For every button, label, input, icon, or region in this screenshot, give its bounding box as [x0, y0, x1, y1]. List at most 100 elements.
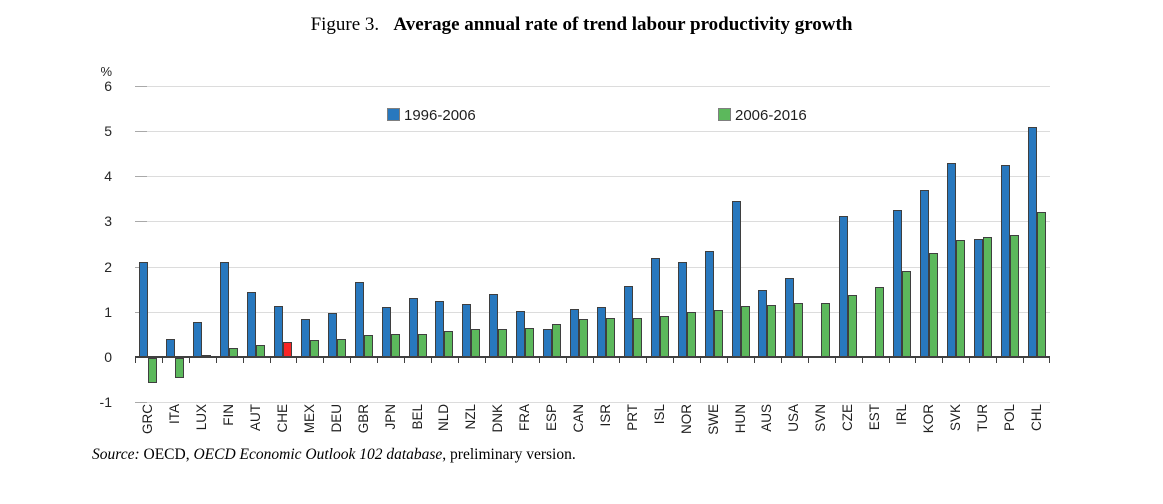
bar-ITA-2006-2016: [175, 358, 185, 379]
bar-IRL-2006-2016: [901, 271, 911, 357]
x-axis-tick: [700, 358, 702, 363]
figure-title: Figure 3. Average annual rate of trend l…: [0, 14, 1163, 36]
bar-NLD-1996-2006: [435, 300, 445, 357]
bar-HUN-1996-2006: [731, 201, 741, 357]
x-axis-label-CZE: CZE: [840, 404, 856, 431]
x-axis-tick: [888, 358, 890, 363]
bar-BEL-2006-2016: [417, 333, 427, 357]
bar-LUX-1996-2006: [193, 321, 203, 357]
x-axis-tick: [269, 358, 271, 363]
x-axis-label-ISL: ISL: [651, 404, 667, 425]
bar-DEU-2006-2016: [336, 339, 346, 357]
chart: % 6 5 4 3 2 1 0 -1 GRC ITA LUX FIN AUT CHE MEX DEU GBR J…: [99, 64, 1050, 435]
bar-ISR-1996-2006: [596, 307, 606, 357]
x-axis-line: [135, 356, 1050, 358]
x-axis-tick: [350, 358, 352, 363]
bar-ESP-1996-2006: [543, 329, 553, 357]
figure-number: Figure 3.: [310, 14, 380, 35]
x-axis-tick: [161, 358, 163, 363]
bar-KOR-1996-2006: [919, 189, 929, 357]
y-axis-tick-label: 6: [104, 77, 112, 94]
x-axis-tick: [807, 358, 809, 363]
gridline: [135, 131, 1050, 133]
bar-ESP-2006-2016: [552, 324, 562, 357]
x-axis-tick: [377, 358, 379, 363]
bar-SWE-2006-2016: [713, 310, 723, 357]
bar-FRA-2006-2016: [525, 327, 535, 357]
bar-ITA-1996-2006: [166, 338, 176, 357]
x-axis-tick: [511, 358, 513, 363]
x-axis-label-PRT: PRT: [624, 404, 640, 431]
x-axis-label-SVN: SVN: [813, 404, 829, 432]
plot-area: [135, 85, 1050, 404]
bar-DNK-2006-2016: [498, 328, 508, 357]
bar-TUR-1996-2006: [973, 238, 983, 357]
bar-EST-2006-2016: [875, 287, 885, 357]
y-axis-tick-label: 0: [104, 349, 112, 365]
source-label: Source:: [92, 446, 140, 463]
bar-CAN-1996-2006: [570, 308, 580, 357]
bar-GBR-1996-2006: [354, 281, 364, 357]
y-axis-tick: [135, 176, 147, 178]
bar-TUR-2006-2016: [982, 236, 992, 357]
bar-FIN-1996-2006: [220, 262, 230, 357]
y-axis-tick-label: 5: [104, 123, 112, 140]
bar-CZE-1996-2006: [839, 215, 849, 357]
x-axis-label-TUR: TUR: [974, 404, 990, 432]
y-axis-tick: [135, 221, 147, 223]
x-axis-tick: [727, 358, 729, 363]
bar-FRA-1996-2006: [516, 310, 526, 357]
bar-POL-2006-2016: [1009, 235, 1019, 357]
bar-CHE-1996-2006: [274, 305, 283, 357]
bar-NOR-1996-2006: [677, 262, 687, 357]
x-axis-label-USA: USA: [786, 404, 802, 432]
bar-SWE-1996-2006: [704, 250, 714, 357]
x-axis-label-CHL: CHL: [1028, 404, 1044, 432]
bar-ISL-2006-2016: [659, 315, 669, 357]
bar-GRC-1996-2006: [139, 262, 149, 357]
bar-KOR-2006-2016: [928, 253, 938, 357]
x-axis-tick: [484, 358, 486, 363]
bar-AUS-2006-2016: [767, 305, 777, 357]
bar-CHL-2006-2016: [1036, 211, 1046, 357]
y-axis-tick: [135, 131, 147, 133]
bar-DEU-1996-2006: [327, 312, 337, 357]
y-axis-unit-label: %: [100, 64, 112, 79]
bar-USA-2006-2016: [794, 303, 804, 357]
bar-IRL-1996-2006: [892, 210, 902, 357]
figure-title-text: Average annual rate of trend labour prod…: [393, 14, 853, 35]
source-database: OECD Economic Outlook 102 database: [193, 446, 443, 463]
y-axis-tick-label: -1: [99, 394, 112, 411]
x-axis-label-ISR: ISR: [597, 404, 613, 427]
bar-NLD-2006-2016: [444, 331, 454, 357]
bar-GRC-2006-2016: [148, 358, 158, 383]
x-axis-tick: [969, 358, 971, 363]
x-axis-tick: [296, 358, 298, 363]
x-axis-tick: [538, 358, 540, 363]
bar-CHE-2006-2016: [283, 341, 292, 357]
bar-MEX-2006-2016: [309, 340, 319, 357]
y-axis-tick-label: 1: [104, 303, 112, 320]
y-axis-tick: [135, 402, 147, 404]
x-axis-tick: [135, 358, 136, 363]
bar-NZL-2006-2016: [471, 329, 481, 357]
bar-SVN-2006-2016: [821, 303, 831, 357]
y-axis-tick-label: 3: [104, 213, 112, 230]
x-axis-label-HUN: HUN: [732, 404, 748, 434]
x-axis-tick: [861, 358, 863, 363]
x-axis-tick: [188, 358, 190, 363]
x-axis-tick: [753, 358, 755, 363]
bar-HUN-2006-2016: [740, 305, 750, 357]
bar-SVK-1996-2006: [946, 162, 956, 357]
bar-CZE-2006-2016: [848, 295, 858, 357]
x-axis-label-SWE: SWE: [705, 404, 721, 435]
x-axis-label-AUS: AUS: [759, 404, 775, 432]
x-axis-tick: [915, 358, 917, 363]
bar-SVK-2006-2016: [955, 239, 965, 357]
x-axis-tick: [1049, 358, 1050, 363]
x-axis-tick: [457, 358, 459, 363]
legend-swatch-green: [718, 108, 731, 121]
bar-AUT-1996-2006: [247, 291, 257, 357]
bar-ISL-1996-2006: [650, 257, 660, 357]
bar-MEX-1996-2006: [300, 318, 310, 357]
